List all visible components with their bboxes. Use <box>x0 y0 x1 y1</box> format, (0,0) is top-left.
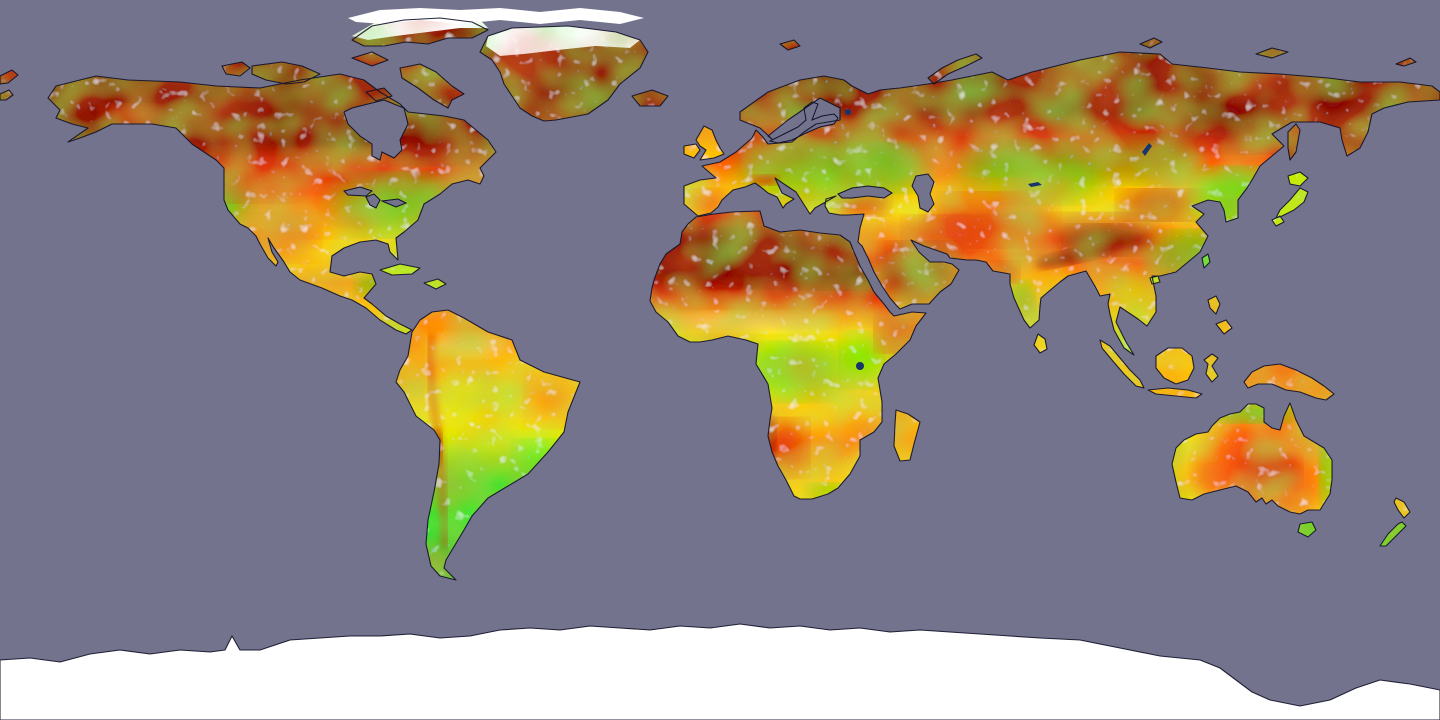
lake-victoria <box>856 362 864 370</box>
west-amazon-green <box>440 378 520 422</box>
east-africa-green <box>842 335 882 385</box>
kazakh-steppe-orange <box>955 180 1065 210</box>
caspian-sea <box>911 173 935 213</box>
polar-sea-ice-band <box>348 8 644 24</box>
lake-ladoga <box>845 109 851 115</box>
australia-center-deep-red <box>1260 456 1300 488</box>
amazon-cloud-speckle <box>430 333 510 357</box>
west-sahara-maroon <box>685 232 795 284</box>
lake-michigan-huron <box>365 193 381 209</box>
alps-red <box>751 175 779 185</box>
sahel-cloud-speckle <box>660 312 840 332</box>
baltic-sea <box>768 101 839 144</box>
lake-superior <box>343 186 374 197</box>
labrador-patch <box>400 118 480 162</box>
tibet-plateau-maroon <box>1060 226 1150 254</box>
gobi-maroon <box>1122 191 1198 219</box>
greenland-ice-cap <box>486 26 640 56</box>
iberia-orange <box>688 190 724 214</box>
greenland-landmass <box>480 26 648 121</box>
congo-green <box>745 346 845 398</box>
alaska-interior-patch <box>102 105 158 125</box>
himalaya-maroon <box>1035 245 1115 267</box>
anatolia-red <box>836 197 888 215</box>
east-europe-green <box>835 146 925 190</box>
australia-east-green <box>1320 430 1332 510</box>
lake-balkhash <box>1028 182 1042 187</box>
africa-landmass <box>650 211 926 499</box>
lake-erie-ontario <box>380 198 408 208</box>
lake-baikal <box>1142 143 1152 156</box>
andes-red-streak <box>427 333 449 549</box>
black-sea <box>837 185 893 199</box>
central-siberia-green <box>1100 138 1200 182</box>
great-lakes-and-rift-lakes <box>845 109 1152 370</box>
hudson-bay <box>343 99 409 161</box>
inland-seas <box>343 99 935 213</box>
